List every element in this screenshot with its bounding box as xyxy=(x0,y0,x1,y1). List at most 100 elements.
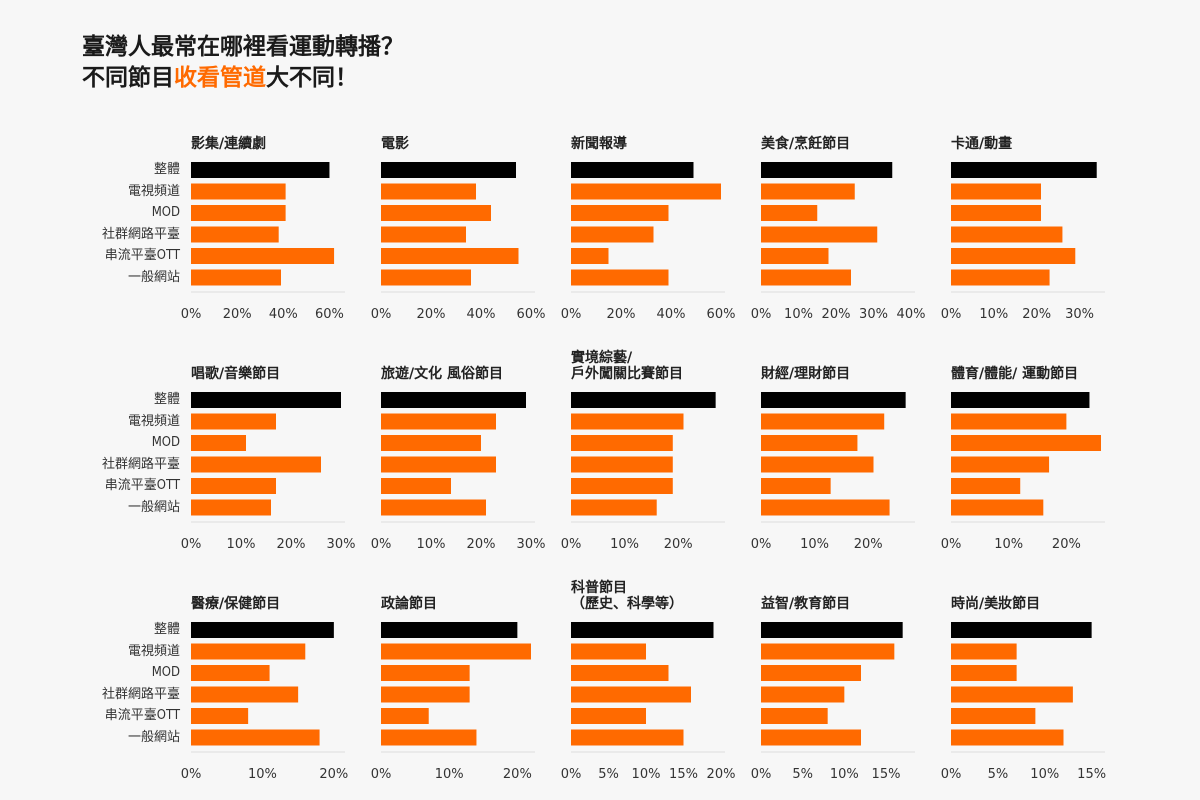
bar xyxy=(191,708,249,724)
panel-title: 影集/連續劇 xyxy=(191,136,267,152)
x-tick-label: 0% xyxy=(371,537,392,552)
x-tick-label: 0% xyxy=(371,767,392,782)
x-tick-label: 0% xyxy=(751,307,772,322)
bar xyxy=(761,665,861,681)
bar xyxy=(761,686,845,703)
category-label: 整體 xyxy=(153,622,180,637)
panel-plot: 0% 10% 20% xyxy=(941,392,1105,552)
x-tick-label: 60% xyxy=(707,307,736,322)
x-tick-label: 10% xyxy=(227,537,256,552)
bar-overall xyxy=(951,162,1097,178)
bar-overall xyxy=(571,622,714,638)
title-line-2: 不同節目收看管道大不同！ xyxy=(82,63,404,94)
bar xyxy=(381,435,481,451)
bar xyxy=(761,708,828,724)
panel-plot: 0% 5% 10% 15% xyxy=(751,622,915,782)
x-tick-label: 0% xyxy=(561,537,582,552)
bar xyxy=(951,478,1021,494)
bar xyxy=(571,226,654,243)
bar xyxy=(571,665,669,681)
category-label: MOD xyxy=(151,205,180,220)
category-label: 串流平臺OTT xyxy=(104,478,180,493)
bar xyxy=(571,643,646,660)
bar xyxy=(191,456,321,473)
panel-plot: 0% 5% 10% 15% xyxy=(941,622,1106,782)
bar xyxy=(191,269,281,286)
x-tick-label: 0% xyxy=(751,537,772,552)
x-tick-label: 30% xyxy=(327,537,356,552)
panel-plot: 0% 20% 40% 60% xyxy=(181,162,345,322)
bar-overall xyxy=(191,622,334,638)
panel-title: 體育/體能/ 運動節目 xyxy=(951,366,1079,382)
bar xyxy=(761,478,831,494)
bar xyxy=(381,413,496,430)
x-tick-label: 40% xyxy=(269,307,298,322)
category-label: 電視頻道 xyxy=(127,413,180,429)
x-tick-label: 30% xyxy=(859,307,888,322)
x-tick-label: 20% xyxy=(417,307,446,322)
bar xyxy=(761,435,858,451)
bar xyxy=(191,499,271,516)
bar xyxy=(381,456,496,473)
title-line-1: 臺灣人最常在哪裡看運動轉播？ xyxy=(82,34,404,60)
bar xyxy=(951,205,1041,221)
bar-overall xyxy=(381,392,526,408)
x-tick-label: 0% xyxy=(751,767,772,782)
category-label: 串流平臺OTT xyxy=(104,248,180,263)
bar xyxy=(571,478,673,494)
category-label: 社群網路平臺 xyxy=(101,226,180,242)
bar xyxy=(951,456,1050,473)
x-tick-label: 10% xyxy=(800,537,829,552)
x-tick-label: 20% xyxy=(854,537,883,552)
x-tick-label: 0% xyxy=(561,767,582,782)
panel-plot: 0% 10% 20% 30% xyxy=(941,162,1105,322)
x-tick-label: 10% xyxy=(248,767,277,782)
title-line-2-prefix: 不同節目 xyxy=(82,65,174,91)
bar-overall xyxy=(571,162,694,178)
category-label: 一般網站 xyxy=(127,729,180,745)
bar xyxy=(381,729,477,746)
x-tick-label: 20% xyxy=(503,767,532,782)
x-tick-label: 5% xyxy=(598,767,619,782)
bar xyxy=(761,499,890,516)
panel-title: 醫療/保健節目 xyxy=(191,596,281,612)
bar xyxy=(191,665,270,681)
bar xyxy=(761,643,895,660)
bar xyxy=(951,226,1063,243)
bar-overall xyxy=(761,622,903,638)
x-tick-label: 40% xyxy=(467,307,496,322)
x-tick-label: 60% xyxy=(315,307,344,322)
bar xyxy=(381,205,491,221)
bar xyxy=(951,665,1017,681)
bar xyxy=(381,665,470,681)
bar xyxy=(381,248,519,264)
panel-title: 美食/烹飪節目 xyxy=(761,136,851,152)
category-label: 串流平臺OTT xyxy=(104,708,180,723)
x-tick-label: 20% xyxy=(822,307,851,322)
bar-overall xyxy=(761,162,893,178)
category-label: 電視頻道 xyxy=(127,183,180,199)
bar xyxy=(951,183,1041,200)
bar xyxy=(571,499,657,516)
bar xyxy=(571,269,669,286)
bar xyxy=(761,226,878,243)
bar xyxy=(191,413,276,430)
bar xyxy=(951,413,1067,430)
x-tick-label: 20% xyxy=(664,537,693,552)
x-tick-label: 10% xyxy=(994,537,1023,552)
bar xyxy=(761,269,851,286)
bar xyxy=(571,686,691,703)
x-tick-label: 30% xyxy=(517,537,546,552)
x-tick-label: 10% xyxy=(610,537,639,552)
panel-title: 科普節目 （歷史、科學等） xyxy=(571,580,683,612)
category-label: 一般網站 xyxy=(127,499,180,515)
x-tick-label: 30% xyxy=(1065,307,1094,322)
bar xyxy=(571,183,721,200)
x-tick-label: 10% xyxy=(435,767,464,782)
bar xyxy=(191,729,320,746)
panel-title: 新聞報導 xyxy=(571,136,627,152)
bar-overall xyxy=(381,162,516,178)
x-tick-label: 10% xyxy=(1030,767,1059,782)
bar xyxy=(571,413,684,430)
bar xyxy=(571,435,673,451)
